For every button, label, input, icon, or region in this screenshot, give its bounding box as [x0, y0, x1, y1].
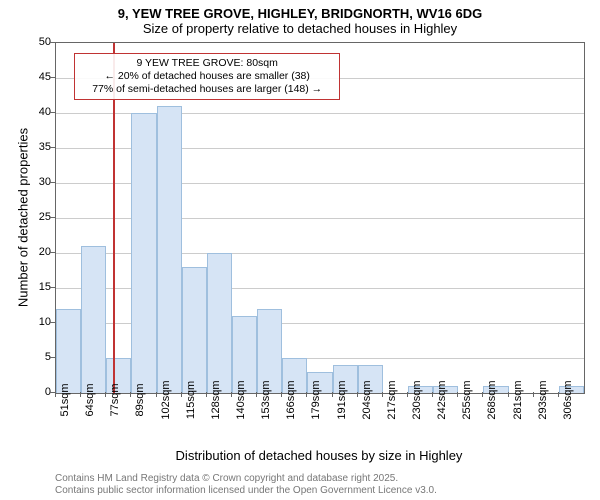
annotation-line1: 9 YEW TREE GROVE: 80sqm: [80, 57, 333, 70]
x-tick-mark: [181, 392, 182, 397]
x-tick-label: 179sqm: [310, 380, 322, 419]
y-tick-label: 0: [21, 386, 51, 398]
x-tick-mark: [206, 392, 207, 397]
y-tick-label: 15: [21, 281, 51, 293]
annotation-line3: 77% of semi-detached houses are larger (…: [80, 83, 333, 96]
y-tick-mark: [50, 357, 55, 358]
y-tick-mark: [50, 322, 55, 323]
histogram-bar: [207, 253, 232, 393]
x-tick-mark: [558, 392, 559, 397]
x-tick-mark: [231, 392, 232, 397]
x-tick-label: 293sqm: [537, 380, 549, 419]
x-tick-label: 128sqm: [210, 380, 222, 419]
x-tick-mark: [80, 392, 81, 397]
y-tick-mark: [50, 182, 55, 183]
histogram-bar: [81, 246, 106, 393]
y-tick-mark: [50, 287, 55, 288]
y-tick-label: 10: [21, 316, 51, 328]
y-tick-mark: [50, 77, 55, 78]
histogram-bar: [157, 106, 182, 393]
x-tick-label: 115sqm: [185, 381, 197, 419]
x-tick-label: 204sqm: [361, 380, 373, 419]
x-tick-label: 268sqm: [486, 380, 498, 419]
y-tick-label: 50: [21, 36, 51, 48]
x-tick-mark: [130, 392, 131, 397]
histogram-chart: 9, YEW TREE GROVE, HIGHLEY, BRIDGNORTH, …: [0, 0, 600, 500]
annotation-box: 9 YEW TREE GROVE: 80sqm← 20% of detached…: [74, 53, 339, 100]
x-tick-mark: [482, 392, 483, 397]
x-tick-label: 102sqm: [160, 380, 172, 419]
plot-area: 9 YEW TREE GROVE: 80sqm← 20% of detached…: [55, 42, 585, 394]
histogram-bar: [131, 113, 156, 393]
x-axis-label: Distribution of detached houses by size …: [55, 448, 583, 463]
y-tick-label: 5: [21, 351, 51, 363]
x-tick-mark: [55, 392, 56, 397]
y-tick-label: 35: [21, 141, 51, 153]
footnote-line1: Contains HM Land Registry data © Crown c…: [55, 473, 398, 484]
footnote-line2: Contains public sector information licen…: [55, 485, 437, 496]
x-tick-label: 306sqm: [562, 380, 574, 419]
y-tick-label: 20: [21, 246, 51, 258]
x-tick-label: 230sqm: [411, 380, 423, 419]
x-tick-label: 153sqm: [260, 380, 272, 419]
y-tick-mark: [50, 252, 55, 253]
x-tick-label: 64sqm: [84, 383, 96, 416]
y-tick-mark: [50, 42, 55, 43]
chart-title-line2: Size of property relative to detached ho…: [0, 21, 600, 40]
histogram-bar: [182, 267, 207, 393]
x-tick-label: 255sqm: [461, 380, 473, 419]
x-tick-mark: [256, 392, 257, 397]
y-tick-label: 25: [21, 211, 51, 223]
x-tick-label: 242sqm: [436, 380, 448, 419]
x-tick-mark: [432, 392, 433, 397]
x-tick-mark: [306, 392, 307, 397]
y-tick-label: 30: [21, 176, 51, 188]
x-tick-mark: [407, 392, 408, 397]
x-tick-label: 191sqm: [336, 380, 348, 419]
chart-title-line1: 9, YEW TREE GROVE, HIGHLEY, BRIDGNORTH, …: [0, 0, 600, 21]
y-tick-mark: [50, 112, 55, 113]
y-tick-label: 45: [21, 71, 51, 83]
x-tick-mark: [281, 392, 282, 397]
histogram-bar: [56, 309, 81, 393]
x-tick-mark: [332, 392, 333, 397]
x-tick-label: 217sqm: [386, 380, 398, 419]
y-tick-mark: [50, 217, 55, 218]
x-tick-mark: [533, 392, 534, 397]
x-tick-mark: [508, 392, 509, 397]
annotation-line2: ← 20% of detached houses are smaller (38…: [80, 70, 333, 83]
x-tick-label: 140sqm: [235, 380, 247, 419]
y-tick-mark: [50, 147, 55, 148]
x-tick-label: 77sqm: [109, 383, 121, 416]
x-tick-mark: [105, 392, 106, 397]
x-tick-label: 281sqm: [512, 380, 524, 419]
x-tick-mark: [457, 392, 458, 397]
x-tick-label: 51sqm: [59, 383, 71, 416]
x-tick-label: 89sqm: [134, 383, 146, 416]
x-tick-mark: [156, 392, 157, 397]
y-tick-label: 40: [21, 106, 51, 118]
x-tick-label: 166sqm: [285, 380, 297, 419]
x-tick-mark: [357, 392, 358, 397]
x-tick-mark: [382, 392, 383, 397]
